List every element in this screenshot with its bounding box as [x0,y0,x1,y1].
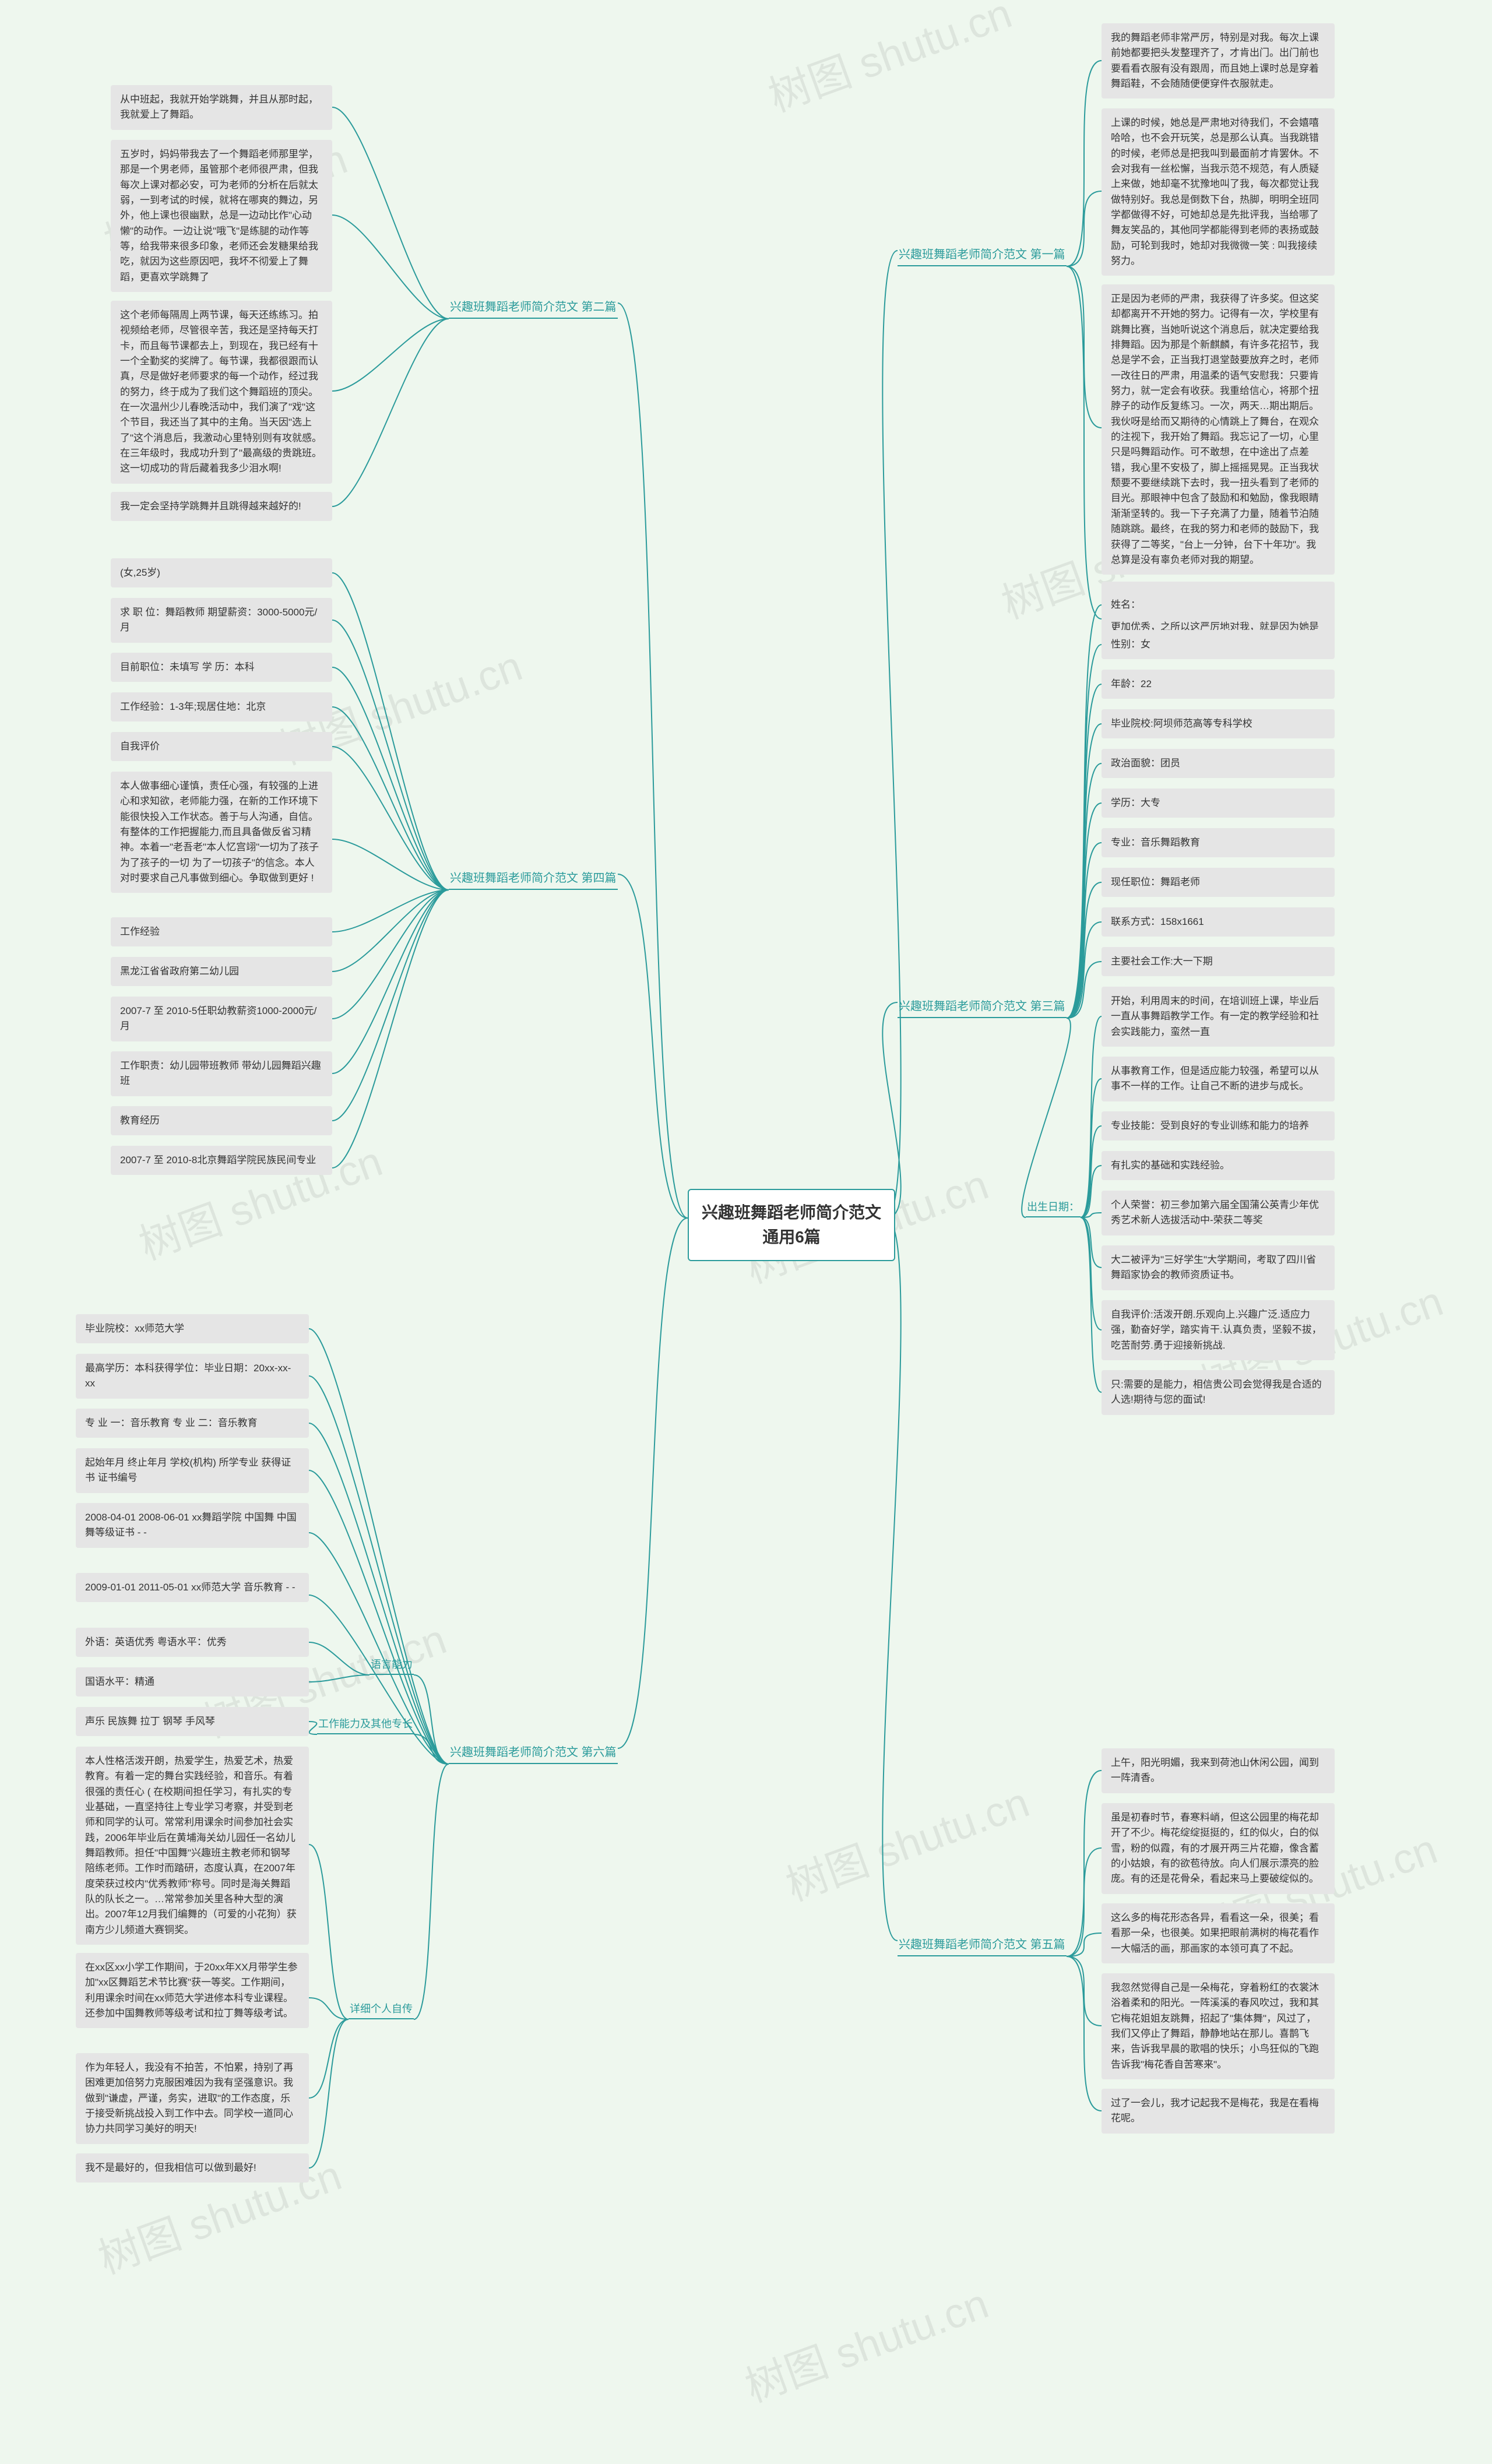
leaf-node: 2007-7 至 2010-5任职幼教薪资1000-2000元/月 [111,997,332,1041]
leaf-node: 教育经历 [111,1106,332,1135]
leaf-node: 起始年月 终止年月 学校(机构) 所学专业 获得证书 证书编号 [76,1448,309,1493]
leaf-node: 有扎实的基础和实践经验。 [1102,1151,1335,1180]
leaf-node: 在xx区xx小学工作期间，于20xx年XX月带学生参加"xx区舞蹈艺术节比赛"获… [76,1953,309,2028]
leaf-node: 我的舞蹈老师非常严厉，特别是对我。每次上课前她都要把头发整理齐了，才肯出门。出门… [1102,23,1335,98]
watermark: 树图 shutu.cn [776,1768,1036,1913]
leaf-node: 开始，利用周末的时间，在培训班上课，毕业后一直从事舞蹈教学工作。有一定的教学经验… [1102,987,1335,1047]
leaf-node: 虽是初春时节，春寒料峭，但这公园里的梅花却开了不少。梅花绽绽挺挺的，红的似火，白… [1102,1803,1335,1894]
leaf-node: 我忽然觉得自己是一朵梅花，穿着粉红的衣裳沐浴着柔和的阳光。一阵溪溪的春风吹过，我… [1102,1973,1335,2079]
leaf-node: 学历：大专 [1102,789,1335,818]
watermark: 树图 shutu.cn [759,0,1019,124]
leaf-node: 工作经验：1-3年;现居住地：北京 [111,692,332,721]
leaf-node: 从事教育工作，但是适应能力较强，希望可以从事不一样的工作。让自己不断的进步与成长… [1102,1057,1335,1101]
leaf-node: 大二被评为"三好学生"大学期间，考取了四川省舞蹈家协会的教师资质证书。 [1102,1245,1335,1290]
branch-label: 兴趣班舞蹈老师简介范文 第四篇 [449,866,618,890]
leaf-node: 姓名： [1102,590,1335,619]
branch-label: 兴趣班舞蹈老师简介范文 第三篇 [898,994,1067,1018]
leaf-node: 2007-7 至 2010-8北京舞蹈学院民族民间专业 [111,1146,332,1175]
branch-label: 兴趣班舞蹈老师简介范文 第二篇 [449,295,618,319]
leaf-node: 2008-04-01 2008-06-01 xx舞蹈学院 中国舞 中国舞等级证书… [76,1503,309,1548]
leaf-node: 毕业院校:阿坝师范高等专科学校 [1102,709,1335,738]
leaf-node: 专业：音乐舞蹈教育 [1102,828,1335,857]
leaf-node: 政治面貌：团员 [1102,749,1335,778]
watermark: 树图 shutu.cn [736,2269,995,2414]
leaf-node: 本人做事细心谨慎，责任心强，有较强的上进心和求知欲，老师能力强，在新的工作环境下… [111,772,332,893]
leaf-node: 过了一会儿，我才记起我不是梅花，我是在看梅花呢。 [1102,2089,1335,2134]
leaf-node: 工作职责：幼儿园带班教师 带幼儿园舞蹈兴趣班 [111,1051,332,1096]
leaf-node: 毕业院校：xx师范大学 [76,1314,309,1343]
leaf-node: 这么多的梅花形态各异，看看这一朵，很美；看看那一朵，也很美。如果把眼前满树的梅花… [1102,1903,1335,1963]
leaf-node: 联系方式：158x1661 [1102,907,1335,937]
leaf-node: 只:需要的是能力，相信贵公司会觉得我是合适的人选!期待与您的面试! [1102,1370,1335,1415]
leaf-node: 我不是最好的，但我相信可以做到最好! [76,2153,309,2183]
leaf-node: 我一定会坚持学跳舞并且跳得越来越好的! [111,492,332,521]
leaf-node: 主要社会工作:大一下期 [1102,947,1335,976]
leaf-node: 性别：女 [1102,630,1335,659]
leaf-node: 正是因为老师的严肃，我获得了许多奖。但这奖却都离开不开她的努力。记得有一次，学校… [1102,284,1335,575]
leaf-node: 2009-01-01 2011-05-01 xx师范大学 音乐教育 - - [76,1573,309,1602]
leaf-node: 自我评价 [111,732,332,761]
leaf-node: 现任职位：舞蹈老师 [1102,868,1335,897]
branch-label: 兴趣班舞蹈老师简介范文 第五篇 [898,1933,1067,1956]
leaf-node: 国语水平：精通 [76,1667,309,1696]
branch-label: 兴趣班舞蹈老师简介范文 第一篇 [898,242,1067,266]
leaf-node: 上课的时候，她总是严肃地对待我们，不会嬉嘻哈哈，也不会开玩笑，总是那么认真。当我… [1102,108,1335,276]
leaf-node: 这个老师每隔周上两节课，每天还练练习。拍视频给老师，尽管很辛苦，我还是坚持每天打… [111,301,332,484]
leaf-node: 作为年轻人，我没有不拍苦，不怕累，持别了再困难更加倍努力克服困难因为我有坚强意识… [76,2053,309,2144]
leaf-node: 目前职位：未填写 学 历：本科 [111,653,332,682]
leaf-node: 求 职 位：舞蹈教师 期望薪资：3000-5000元/月 [111,598,332,643]
leaf-node: 工作经验 [111,917,332,946]
leaf-node: 五岁时，妈妈带我去了一个舞蹈老师那里学，那是一个男老师，虽管那个老师很严肃，但我… [111,140,332,292]
leaf-node: 专业技能：受到良好的专业训练和能力的培养 [1102,1111,1335,1141]
leaf-node: 最高学历：本科获得学位：毕业日期：20xx-xx-xx [76,1354,309,1399]
leaf-node: 专 业 一：音乐教育 专 业 二：音乐教育 [76,1409,309,1438]
subgroup-label: 详细个人自传 [349,2000,414,2019]
root-line-2: 通用6篇 [702,1225,881,1249]
branch-label: 兴趣班舞蹈老师简介范文 第六篇 [449,1740,618,1764]
leaf-node: (女,25岁) [111,558,332,587]
leaf-node: 外语：英语优秀 粤语水平：优秀 [76,1628,309,1657]
root-line-1: 兴趣班舞蹈老师简介范文 [702,1201,881,1225]
leaf-node: 黑龙江省省政府第二幼儿园 [111,957,332,986]
leaf-node: 本人性格活泼开朗，热爱学生，热爱艺术，热爱教育。有着一定的舞台实践经验，和音乐。… [76,1747,309,1945]
leaf-node: 上午，阳光明媚，我来到荷池山休闲公园，闻到一阵清香。 [1102,1748,1335,1793]
leaf-node: 个人荣誉：初三参加第六届全国蒲公英青少年优秀艺术新人选拔活动中-荣获二等奖 [1102,1191,1335,1235]
leaf-node: 从中班起，我就开始学跳舞，并且从那时起，我就爱上了舞蹈。 [111,85,332,130]
leaf-node: 声乐 民族舞 拉丁 钢琴 手风琴 [76,1707,309,1736]
leaf-node: 自我评价:活泼开朗.乐观向上.兴趣广泛.适应力强，勤奋好学，踏实肯干.认真负责，… [1102,1300,1335,1360]
root-node: 兴趣班舞蹈老师简介范文 通用6篇 [688,1189,895,1261]
subgroup-label: 出生日期： [1026,1198,1081,1217]
subgroup-label: 语言能力 [370,1655,414,1675]
subgroup-label: 工作能力及其他专长 [317,1715,414,1734]
leaf-node: 年龄：22 [1102,670,1335,699]
